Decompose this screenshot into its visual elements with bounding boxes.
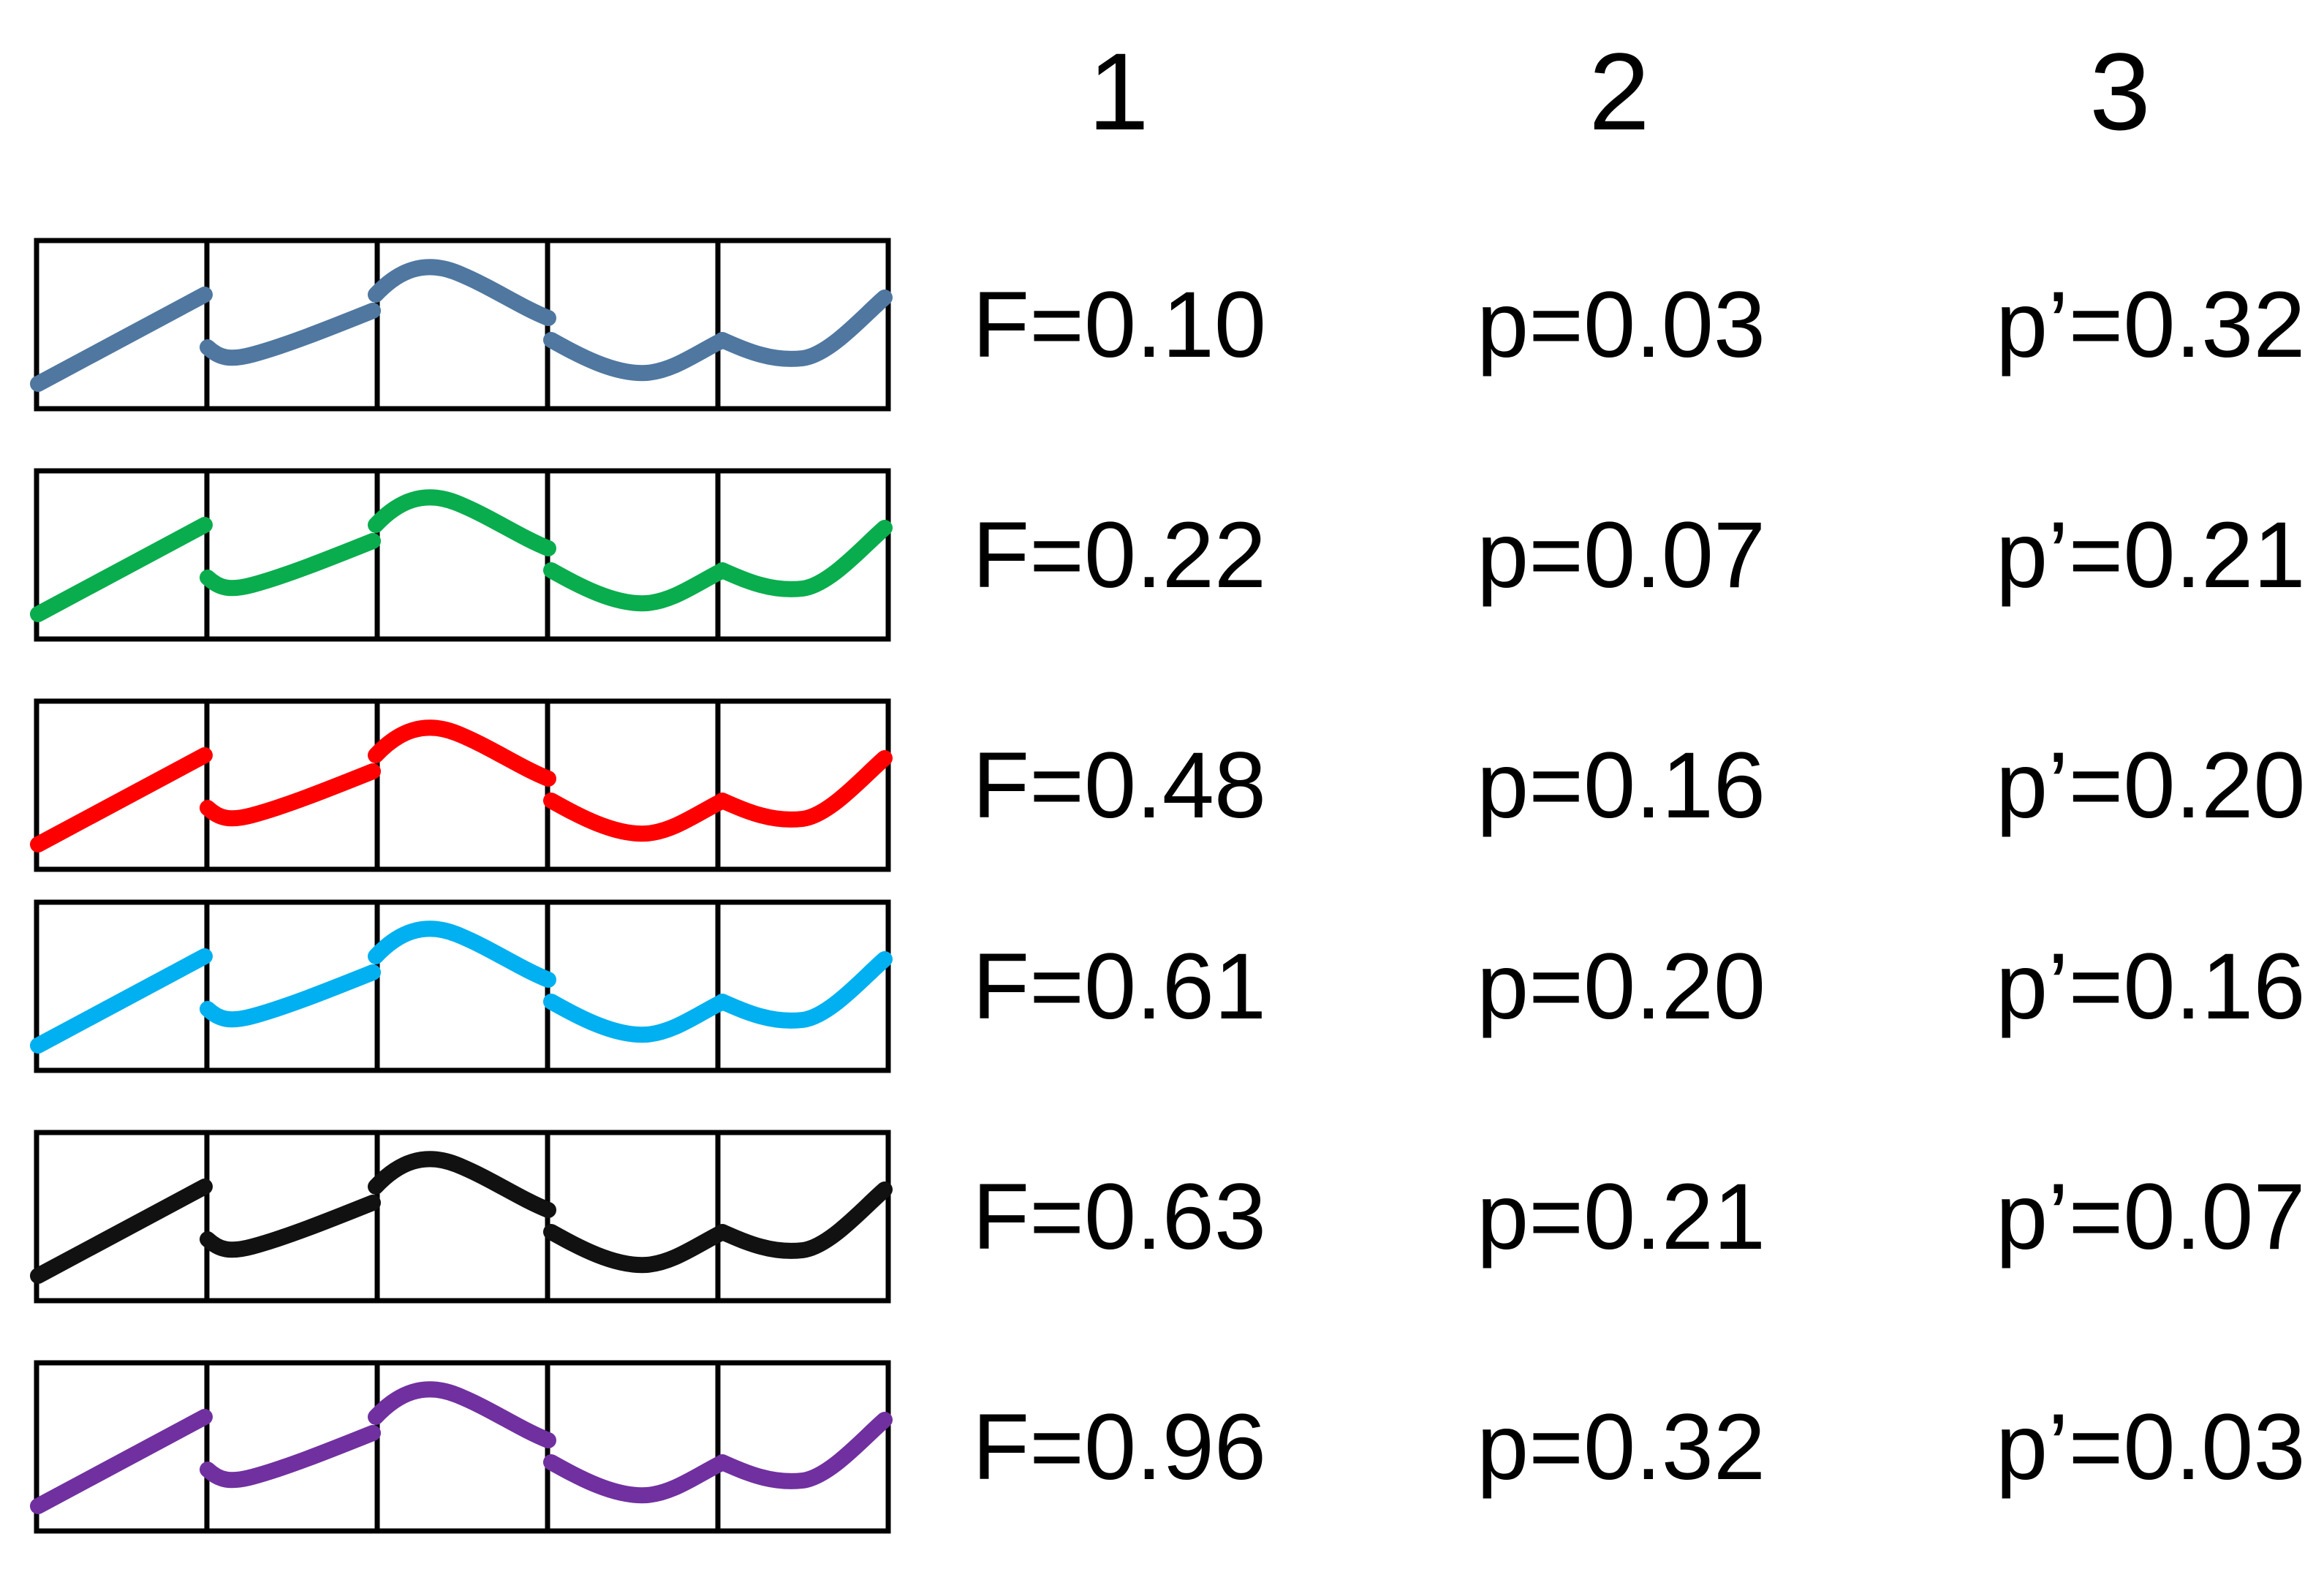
strip-frame	[34, 1360, 891, 1534]
strip-frame	[34, 1130, 891, 1304]
p-prime-value-3: p’=0.20	[1996, 733, 2306, 838]
wave-strip-2	[30, 468, 893, 642]
wave-segment-3	[368, 1151, 556, 1218]
wave-segment-4	[543, 1224, 728, 1274]
wave-segment-1	[30, 287, 213, 392]
wave-segment-2	[200, 303, 381, 366]
wave-segment-4	[543, 793, 728, 842]
strip-frame	[34, 698, 891, 872]
sequence-row-2: F=0.22 p=0.07 p’=0.21	[0, 468, 2324, 643]
wave-segment-5	[714, 520, 893, 597]
p-prime-value-1: p’=0.32	[1996, 273, 2306, 377]
wave-segment-5	[714, 951, 893, 1029]
wave-segment-1	[30, 1409, 213, 1514]
p-value-6: p=0.32	[1477, 1395, 1766, 1500]
wave-strip-5	[30, 1130, 893, 1304]
wave-segment-1	[30, 1179, 213, 1284]
p-prime-value-6: p’=0.03	[1996, 1395, 2306, 1500]
wave-segment-1	[30, 948, 213, 1054]
sequence-row-3: F=0.48 p=0.16 p’=0.20	[0, 698, 2324, 874]
strip-frame	[34, 238, 891, 412]
wave-segment-3	[368, 259, 556, 326]
p-prime-value-2: p’=0.21	[1996, 503, 2306, 608]
f-value-1: F=0.10	[972, 273, 1267, 377]
p-prime-value-5: p’=0.07	[1996, 1165, 2306, 1269]
f-value-5: F=0.63	[972, 1165, 1267, 1269]
sequence-row-5: F=0.63 p=0.21 p’=0.07	[0, 1130, 2324, 1305]
wave-segment-4	[543, 332, 728, 382]
wave-segment-2	[200, 964, 381, 1028]
sequence-row-4: F=0.61 p=0.20 p’=0.16	[0, 899, 2324, 1075]
wave-strip-4	[30, 899, 893, 1073]
wave-segment-3	[368, 489, 556, 556]
strip-frame	[34, 468, 891, 642]
wave-segment-4	[543, 562, 728, 612]
f-value-2: F=0.22	[972, 503, 1267, 608]
wave-strip-3	[30, 698, 893, 872]
wave-segment-5	[714, 1182, 893, 1259]
wave-segment-3	[368, 920, 556, 988]
wave-segment-2	[200, 1425, 381, 1489]
wave-segment-3	[368, 719, 556, 787]
f-value-3: F=0.48	[972, 733, 1267, 838]
wave-segment-4	[543, 1454, 728, 1504]
sequence-row-6: F=0.96 p=0.32 p’=0.03	[0, 1360, 2324, 1535]
p-value-3: p=0.16	[1477, 733, 1766, 838]
p-value-5: p=0.21	[1477, 1165, 1766, 1269]
column-header-1: 1	[1088, 30, 1149, 153]
f-value-4: F=0.61	[972, 934, 1267, 1039]
wave-segment-5	[714, 1412, 893, 1489]
wave-segment-5	[714, 290, 893, 367]
p-value-2: p=0.07	[1477, 503, 1766, 608]
wave-segment-2	[200, 1195, 381, 1258]
strip-frame	[34, 899, 891, 1073]
p-value-4: p=0.20	[1477, 934, 1766, 1039]
wave-segment-1	[30, 747, 213, 852]
column-header-2: 2	[1589, 30, 1650, 153]
wave-segment-2	[200, 763, 381, 827]
wave-strip-1	[30, 238, 893, 412]
wave-segment-1	[30, 517, 213, 622]
p-prime-value-4: p’=0.16	[1996, 934, 2306, 1039]
wave-segment-2	[200, 533, 381, 597]
column-header-3: 3	[2089, 30, 2151, 153]
wave-segment-3	[368, 1381, 556, 1448]
wave-segment-5	[714, 750, 893, 828]
f-value-6: F=0.96	[972, 1395, 1267, 1500]
wave-segment-4	[543, 994, 728, 1043]
wave-strip-6	[30, 1360, 893, 1534]
p-value-1: p=0.03	[1477, 273, 1766, 377]
sequence-row-1: F=0.10 p=0.03 p’=0.32	[0, 238, 2324, 413]
